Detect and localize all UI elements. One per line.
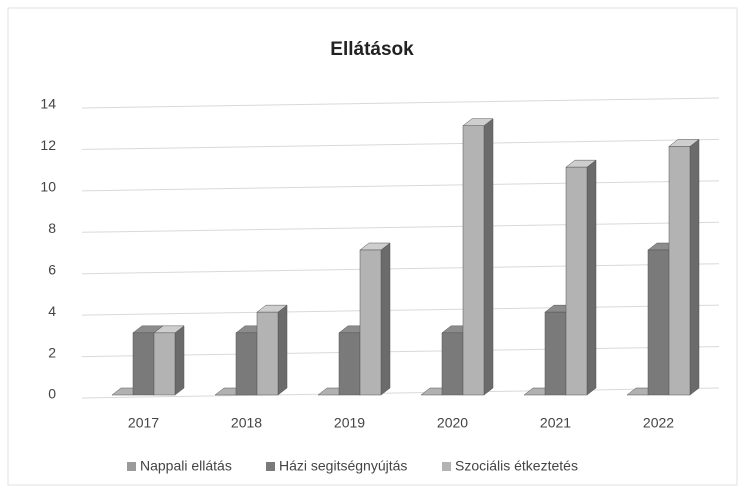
bar-front xyxy=(338,332,361,396)
grid-line xyxy=(81,304,720,316)
y-tick-label: 0 xyxy=(48,386,56,402)
bar-side xyxy=(380,242,391,396)
legend-label: Házi segitségnyújtás xyxy=(279,458,407,474)
bar-front xyxy=(668,146,691,396)
y-tick-label: 4 xyxy=(48,303,56,319)
grid-line xyxy=(81,387,720,399)
bar-side xyxy=(483,118,494,396)
x-tick-label: 2020 xyxy=(437,415,468,431)
y-tick-label: 12 xyxy=(40,137,56,153)
bar-front xyxy=(647,249,670,396)
bar-side xyxy=(277,304,288,396)
bar-front xyxy=(153,332,176,396)
bar-front xyxy=(359,249,382,396)
bar xyxy=(256,304,288,396)
bar xyxy=(462,118,494,396)
grid-line xyxy=(81,97,720,109)
y-tick-label: 2 xyxy=(48,344,56,360)
y-tick-label: 14 xyxy=(40,96,56,112)
x-tick-label: 2017 xyxy=(128,415,159,431)
legend-swatch xyxy=(442,462,451,471)
y-tick-label: 6 xyxy=(48,261,56,277)
y-tick-label: 8 xyxy=(48,220,56,236)
bar-front xyxy=(132,332,155,396)
legend-label: Nappali ellátás xyxy=(140,458,232,474)
x-tick-label: 2019 xyxy=(334,415,365,431)
bar-front xyxy=(544,311,567,396)
legend-swatch xyxy=(127,462,136,471)
bar-front xyxy=(441,332,464,396)
x-tick-label: 2021 xyxy=(540,415,571,431)
bar xyxy=(359,242,391,396)
x-tick-label: 2022 xyxy=(643,415,674,431)
grid-line xyxy=(81,138,720,150)
y-tick-label: 10 xyxy=(40,179,56,195)
bar-front xyxy=(565,166,588,396)
bar xyxy=(565,159,597,396)
bar xyxy=(668,138,700,396)
bar-side xyxy=(586,159,597,396)
legend-swatch xyxy=(266,462,275,471)
chart-title: Ellátások xyxy=(330,39,414,60)
bar-side xyxy=(689,138,700,396)
grid-line xyxy=(81,180,720,192)
grid-line xyxy=(81,263,720,275)
bar xyxy=(153,325,185,396)
x-tick-label: 2018 xyxy=(231,415,262,431)
grid-line xyxy=(81,221,720,233)
legend-label: Szociális étkeztetés xyxy=(455,458,578,474)
bar-side xyxy=(174,325,185,396)
bar-front xyxy=(235,332,258,396)
bar-front xyxy=(462,125,485,396)
bar-front xyxy=(256,311,279,396)
grid-line xyxy=(81,346,720,358)
